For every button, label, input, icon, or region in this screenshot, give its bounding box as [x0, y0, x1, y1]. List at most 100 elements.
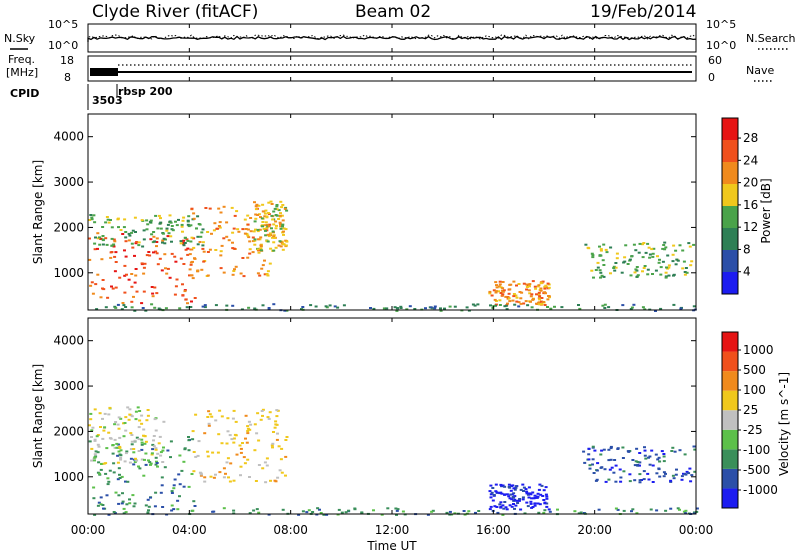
velocity-cell [253, 423, 257, 426]
vel-cbar-swatch [722, 390, 738, 411]
velocity-cell [531, 506, 535, 508]
velocity-cell [97, 501, 101, 504]
velocity-cell [340, 511, 344, 514]
velocity-cell [122, 507, 126, 510]
velocity-cell [680, 478, 684, 481]
power-cell [167, 232, 171, 235]
power-cell [259, 236, 263, 239]
velocity-cell [673, 450, 677, 453]
velocity-cell [502, 507, 506, 510]
power-cell [543, 304, 547, 306]
power-cell [279, 212, 282, 215]
power-cell [256, 230, 260, 233]
velocity-cell [688, 467, 692, 470]
velocity-cell [528, 492, 532, 495]
velocity-cell [545, 495, 549, 498]
velocity-cell [124, 480, 127, 483]
power-cell [150, 233, 154, 236]
power-cell [272, 234, 276, 237]
power-cell [473, 304, 477, 307]
power-cell [689, 264, 693, 267]
velocity-cell [512, 492, 516, 495]
power-cell [433, 305, 437, 308]
velocity-cell [246, 430, 250, 432]
power-cell [152, 251, 155, 254]
velocity-cell [274, 420, 278, 423]
velocity-cell [267, 417, 271, 420]
power-cell [122, 226, 126, 229]
power-cell [663, 241, 667, 244]
velocity-cell [522, 490, 525, 492]
power-cell [133, 281, 137, 284]
power-cell [220, 244, 224, 247]
velocity-cell [138, 419, 142, 422]
velocity-cell [614, 507, 618, 510]
velocity-cell [147, 505, 151, 508]
power-cell [89, 284, 93, 287]
velocity-cell [539, 493, 543, 496]
power-cell [253, 238, 257, 241]
velocity-cell [662, 453, 666, 455]
velocity-cell [525, 490, 529, 493]
power-cell [599, 249, 603, 252]
power-cell [191, 277, 195, 280]
power-cell [524, 300, 528, 303]
power-cell [158, 222, 162, 225]
power-cell [219, 211, 223, 214]
power-cell [114, 306, 118, 309]
power-cell [281, 219, 285, 222]
power-cell [652, 247, 656, 250]
velocity-cell [491, 499, 495, 502]
velocity-cell [130, 434, 134, 436]
power-cell [284, 228, 288, 231]
velocity-cell [631, 459, 635, 461]
power-cell [301, 306, 305, 308]
power-cell [193, 257, 197, 260]
power-cell [131, 229, 135, 232]
nsky-label: N.Sky [4, 32, 36, 45]
power-cell [180, 223, 184, 226]
power-panel-frame [87, 113, 697, 311]
power-cell [615, 252, 619, 255]
power-cell [101, 243, 105, 246]
velocity-cell [121, 500, 125, 503]
power-cell [467, 309, 471, 312]
power-cell [124, 255, 128, 258]
power-cell [265, 223, 269, 226]
velocity-cell [136, 406, 140, 409]
velocity-cell [678, 449, 682, 452]
power-cell [100, 258, 104, 261]
velocity-cell [646, 472, 650, 475]
power-cell [654, 269, 658, 272]
power-cell [99, 296, 103, 299]
velocity-cell [259, 418, 263, 421]
velocity-cell [463, 513, 467, 516]
velocity-cell [100, 463, 103, 465]
velocity-cell [207, 410, 211, 413]
power-cell [134, 268, 138, 270]
velocity-cell [513, 488, 517, 491]
power-cell [241, 228, 245, 231]
velocity-cell [529, 502, 533, 505]
velocity-cell [662, 475, 666, 478]
power-cell [111, 287, 115, 290]
power-cell [543, 287, 547, 290]
velocity-cell [182, 485, 186, 488]
power-cell [529, 300, 532, 303]
power-cell [525, 283, 529, 286]
velocity-cell [307, 509, 311, 512]
velocity-cell [603, 468, 607, 471]
power-cell [214, 304, 218, 307]
vel-cbar-tick-label: -25 [743, 423, 763, 437]
power-cell [285, 209, 289, 212]
velocity-cell [489, 505, 493, 508]
power-cell [635, 269, 639, 272]
power-cell [239, 272, 243, 275]
velocity-cell [140, 443, 144, 446]
velocity-cell [527, 486, 531, 489]
power-cell [300, 308, 303, 311]
power-cbar-tick-label: 28 [743, 131, 758, 145]
power-cell [280, 206, 284, 209]
power-cell [646, 273, 650, 276]
velocity-cell [111, 444, 115, 446]
